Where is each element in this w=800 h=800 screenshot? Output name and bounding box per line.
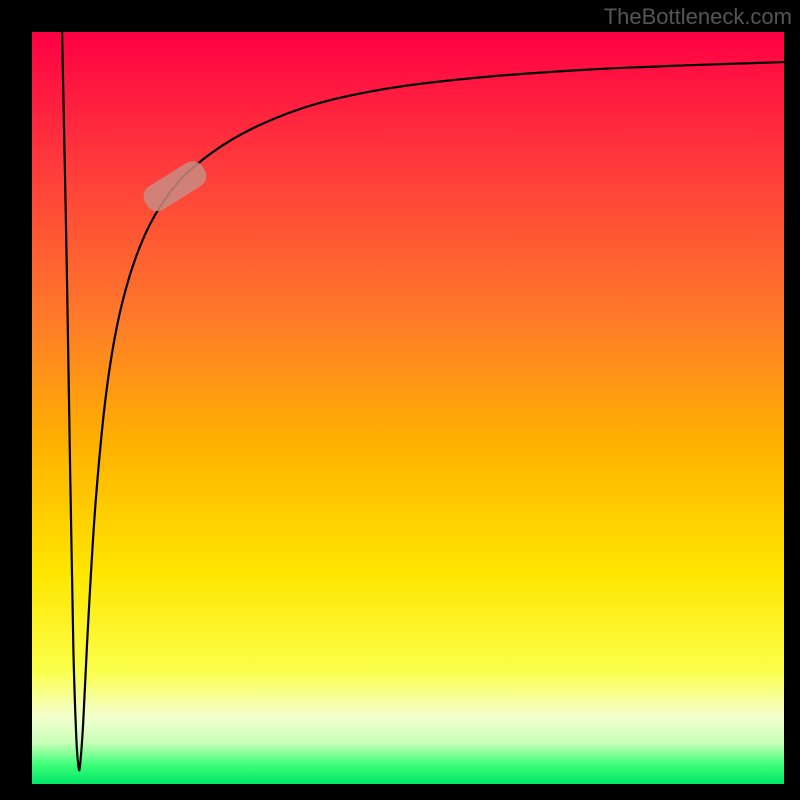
chart-root: TheBottleneck.com [0, 0, 800, 800]
plot-background [32, 32, 784, 784]
watermark-label: TheBottleneck.com [604, 4, 792, 30]
bottleneck-chart [0, 0, 800, 800]
